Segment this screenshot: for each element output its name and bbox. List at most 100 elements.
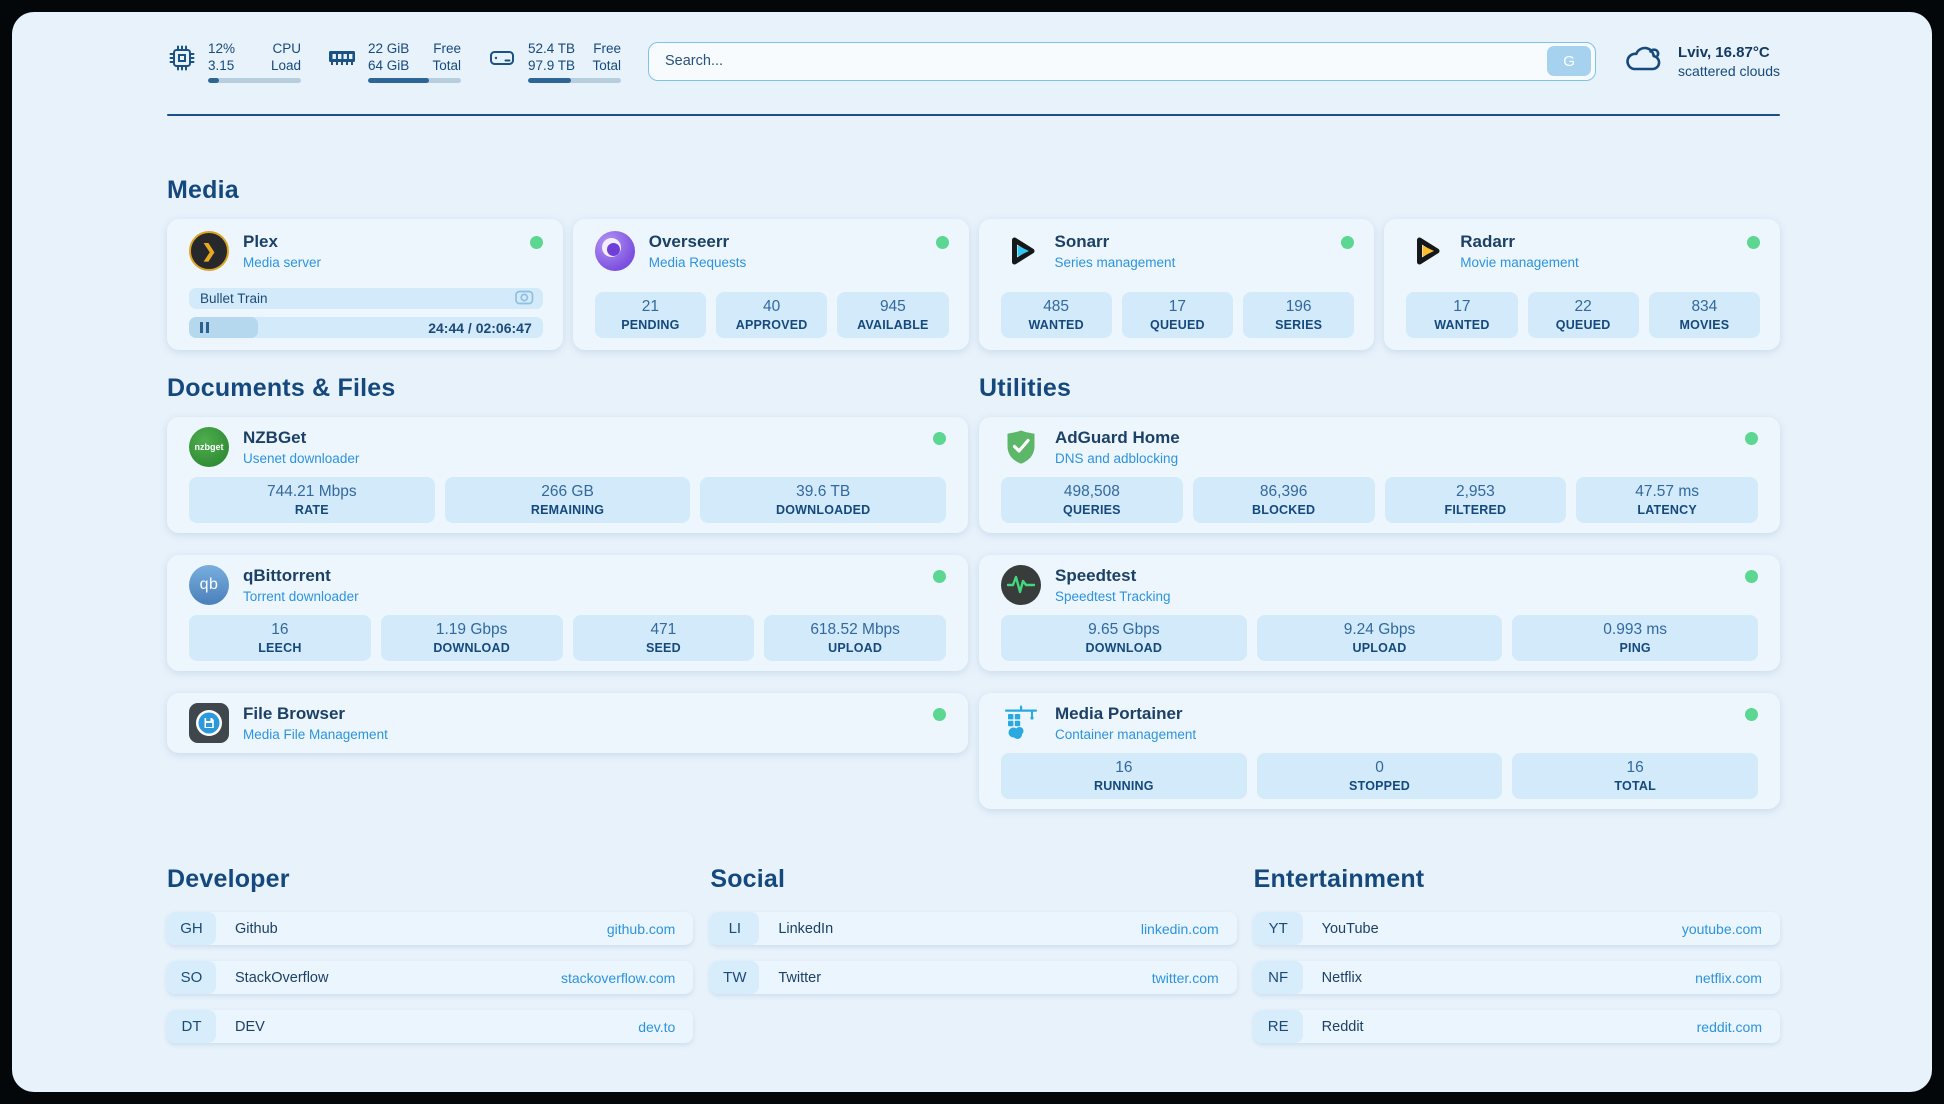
bookmark-github[interactable]: GH Github github.com	[167, 912, 694, 945]
section-title-social: Social	[710, 865, 786, 893]
service-card-filebrowser[interactable]: File Browser Media File Management	[167, 693, 968, 753]
service-card-speedtest[interactable]: Speedtest Speedtest Tracking 9.65 Gbps DO…	[979, 555, 1780, 671]
bookmark-netflix[interactable]: NF Netflix netflix.com	[1253, 961, 1780, 994]
overseerr-icon	[594, 231, 635, 271]
disk-icon	[487, 43, 517, 73]
playback-time: 24:44 / 02:06:47	[428, 319, 532, 336]
sonarr-icon	[1001, 231, 1041, 271]
stat-box: 498,508 QUERIES	[1001, 477, 1183, 523]
ram-icon	[327, 43, 357, 73]
disk-total-label: Total	[592, 57, 621, 73]
stat-box: 39.6 TB DOWNLOADED	[700, 477, 947, 523]
disk-free-label: Free	[593, 40, 621, 56]
cpu-load-avg: 3.15	[208, 57, 235, 73]
bookmark-name: YouTube	[1321, 920, 1379, 937]
service-description: DNS and adblocking	[1055, 451, 1179, 467]
disk-total: 97.9 TB	[528, 57, 576, 73]
cpu-label: CPU	[272, 40, 301, 56]
service-description: Movie management	[1460, 255, 1579, 271]
service-description: Speedtest Tracking	[1055, 589, 1171, 605]
speedtest-icon	[1001, 565, 1041, 605]
bookmark-abbr: LI	[710, 912, 760, 945]
stat-box: 0.993 ms PING	[1512, 615, 1759, 661]
bookmark-name: LinkedIn	[778, 920, 834, 937]
now-playing-bar: Bullet Train	[189, 288, 543, 309]
nzbget-icon	[189, 427, 229, 467]
section-title-documents: Documents & Files	[167, 374, 396, 402]
stat-box: 47.57 ms LATENCY	[1576, 477, 1758, 523]
playback-progress-bar[interactable]: 24:44 / 02:06:47	[189, 317, 543, 338]
cpu-progress-bar	[208, 77, 301, 83]
bookmark-abbr: RE	[1253, 1010, 1303, 1043]
bookmark-youtube[interactable]: YT YouTube youtube.com	[1253, 912, 1780, 945]
system-widgets: 12% 3.15 CPU Load 22 GiB 64 GiB	[167, 40, 621, 83]
service-card-sonarr[interactable]: Sonarr Series management 485 WANTED 17 QUE…	[978, 219, 1375, 350]
service-card-plex[interactable]: Plex Media server Bullet Train 24:44 / 0…	[167, 219, 563, 350]
bookmark-twitter[interactable]: TW Twitter twitter.com	[710, 961, 1237, 994]
section-title-developer: Developer	[167, 865, 290, 893]
now-playing-title: Bullet Train	[200, 291, 268, 306]
memory-widget: 22 GiB 64 GiB Free Total	[327, 40, 461, 83]
dashboard-page: 12% 3.15 CPU Load 22 GiB 64 GiB	[12, 12, 1932, 1092]
cpu-widget: 12% 3.15 CPU Load	[167, 40, 301, 83]
bookmark-abbr: DT	[167, 1010, 216, 1043]
status-dot	[935, 236, 949, 249]
bookmark-group-entertainment: Entertainment YT YouTube youtube.com NF …	[1253, 865, 1780, 1043]
video-camera-icon	[514, 290, 534, 308]
filebrowser-icon	[189, 703, 229, 743]
disk-free: 52.4 TB	[528, 40, 576, 56]
weather-condition: scattered clouds	[1678, 62, 1780, 79]
stat-box: 196 SERIES	[1243, 292, 1355, 338]
search-bar: G	[648, 41, 1597, 81]
qbittorrent-icon	[189, 565, 229, 605]
stat-box: 17 WANTED	[1406, 292, 1518, 338]
service-description: Media Requests	[648, 255, 747, 271]
bookmark-stackoverflow[interactable]: SO StackOverflow stackoverflow.com	[167, 961, 694, 994]
service-card-nzbget[interactable]: NZBGet Usenet downloader 744.21 MbpsRATE…	[167, 417, 968, 533]
bookmark-abbr: TW	[710, 961, 760, 994]
stat-box: 22 QUEUED	[1527, 292, 1639, 338]
stat-box: 485 WANTED	[1000, 292, 1112, 338]
service-card-portainer[interactable]: Media Portainer Container management 16 R…	[979, 693, 1780, 809]
bookmark-linkedin[interactable]: LI LinkedIn linkedin.com	[710, 912, 1237, 945]
service-name: AdGuard Home	[1055, 427, 1180, 447]
service-description: Media server	[243, 255, 322, 271]
stat-box: 1.19 Gbps DOWNLOAD	[380, 615, 563, 661]
adguard-icon	[1001, 427, 1041, 467]
stat-box: 16 RUNNING	[1001, 753, 1247, 799]
stat-box: 266 GB REMAINING	[444, 477, 691, 523]
service-description: Media File Management	[243, 727, 388, 743]
search-input[interactable]	[648, 41, 1597, 81]
service-name: Overseerr	[648, 231, 730, 251]
bookmark-dev[interactable]: DT DEV dev.to	[167, 1010, 694, 1043]
bookmark-reddit[interactable]: RE Reddit reddit.com	[1253, 1010, 1780, 1043]
ram-progress-bar	[368, 77, 461, 83]
status-dot	[933, 708, 946, 721]
bookmark-name: Twitter	[778, 969, 822, 986]
service-card-adguard[interactable]: AdGuard Home DNS and adblocking 498,508 Q…	[979, 417, 1780, 533]
header-divider	[167, 114, 1780, 116]
media-cards-row: Plex Media server Bullet Train 24:44 / 0…	[167, 219, 1780, 350]
radarr-icon	[1406, 231, 1446, 271]
status-dot	[1341, 236, 1355, 249]
stat-box: 2,953 FILTERED	[1384, 477, 1567, 523]
section-title-utilities: Utilities	[979, 374, 1072, 402]
status-dot	[529, 236, 543, 249]
stat-box: 834 MOVIES	[1648, 292, 1760, 338]
bookmark-name: StackOverflow	[235, 969, 329, 986]
status-dot	[1747, 236, 1760, 249]
bookmark-url: linkedin.com	[1140, 920, 1219, 937]
stat-box: 40 APPROVED	[716, 292, 828, 338]
service-card-overseerr[interactable]: Overseerr Media Requests 21 PENDING 40 APP…	[572, 219, 969, 350]
stat-box: 9.24 Gbps UPLOAD	[1256, 615, 1503, 661]
service-name: NZBGet	[243, 427, 307, 447]
service-name: Radarr	[1460, 231, 1516, 251]
ram-free-label: Free	[433, 40, 461, 56]
service-card-radarr[interactable]: Radarr Movie management 17 WANTED 22 QUEUE…	[1384, 219, 1780, 350]
status-dot	[1745, 432, 1758, 445]
service-name: File Browser	[243, 703, 346, 723]
stat-box: 9.65 Gbps DOWNLOAD	[1001, 615, 1247, 661]
search-provider-button[interactable]: G	[1547, 46, 1592, 76]
bookmark-group-developer: Developer GH Github github.com SO StackO…	[167, 865, 694, 1043]
